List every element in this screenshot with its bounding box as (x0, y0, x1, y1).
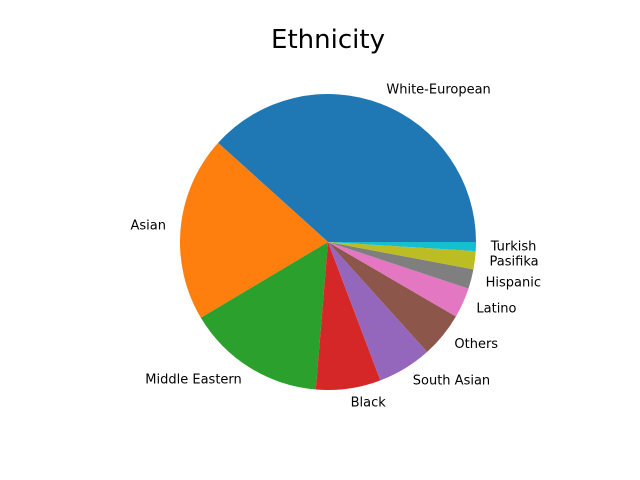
pie-label-hispanic: Hispanic (486, 275, 541, 290)
pie-label-asian: Asian (130, 219, 165, 234)
pie-label-turkish: Turkish (490, 240, 537, 255)
pie-slice-black (315, 242, 381, 390)
pie-label-middle-eastern: Middle Eastern (145, 373, 241, 388)
pie-slice-latino (328, 242, 469, 317)
pie-label-south-asian: South Asian (413, 373, 490, 388)
chart-title: Ethnicity (271, 25, 385, 55)
pie-label-latino: Latino (476, 301, 516, 316)
pie-slice-labels: White-European Asian Middle Eastern Black So… (130, 83, 541, 411)
pie-slice-middle-eastern (200, 242, 328, 390)
pie-label-others: Others (454, 337, 498, 352)
pie-slices (179, 93, 476, 390)
pie-label-white-european: White-European (386, 83, 490, 98)
pie-slice-others (328, 242, 456, 352)
pie-slice-hispanic (328, 242, 474, 289)
pie-label-black: Black (351, 396, 387, 411)
pie-slice-white-european (218, 93, 476, 243)
pie-slice-asian (179, 142, 328, 318)
pie-slice-pasifika (328, 242, 476, 270)
pie-label-pasifika: Pasifika (490, 255, 539, 270)
pie-slice-turkish (328, 242, 476, 252)
pie-slice-south-asian (328, 242, 428, 381)
